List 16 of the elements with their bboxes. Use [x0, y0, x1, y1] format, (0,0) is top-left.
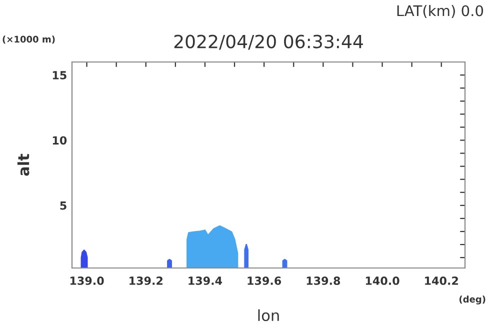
y-axis-title: alt — [17, 154, 30, 176]
x-tick-label: 140.0 — [366, 276, 400, 285]
x-tick-label: 139.8 — [306, 276, 340, 285]
y-tick-label: 15 — [52, 71, 66, 80]
x-tick-label: 139.6 — [248, 276, 282, 285]
text: (×1000 m) — [2, 36, 55, 44]
x-tick-label: 139.2 — [130, 276, 162, 285]
text: (deg) — [459, 296, 486, 304]
x-tick-label: 140.2 — [425, 276, 458, 285]
y-tick-label: 10 — [52, 136, 67, 145]
chart-title: 2022/04/20 06:33:44 — [174, 34, 363, 50]
x-tick-label: 139.4 — [188, 276, 222, 285]
x-tick-label: 139.0 — [70, 276, 104, 285]
y-tick-label: 5 — [60, 202, 66, 210]
text: LAT(km) 0.0 — [397, 4, 484, 18]
x-axis-title: lon — [258, 309, 279, 322]
